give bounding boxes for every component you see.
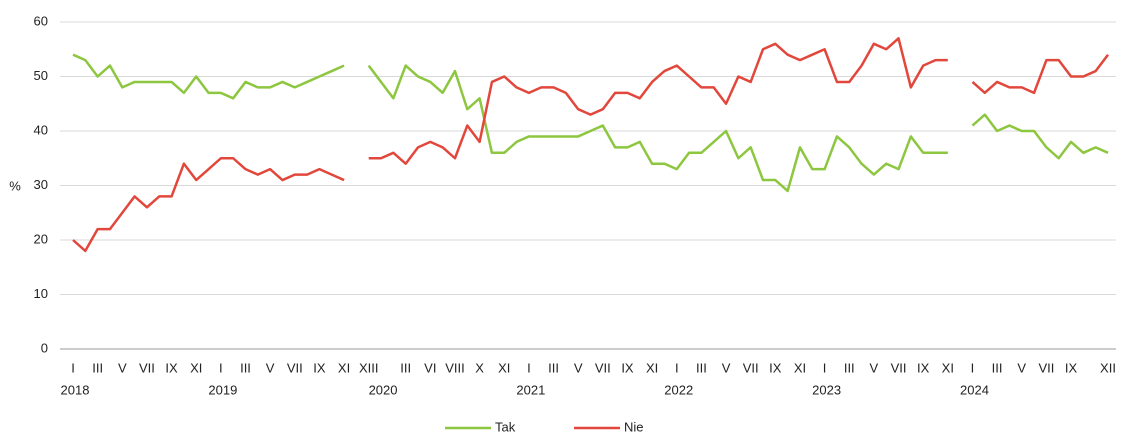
year-label: 2022 [664,382,693,397]
x-tick-label: I [675,360,679,375]
x-tick-label: IX [917,360,930,375]
x-tick-label: XII [1100,360,1116,375]
x-tick-label: IX [769,360,782,375]
x-tick-label: XI [338,360,350,375]
year-label: 2024 [960,382,989,397]
x-tick-label: XI [646,360,658,375]
x-tick-label: VII [595,360,611,375]
x-tick-label: VII [1038,360,1054,375]
x-tick-label: IX [165,360,178,375]
x-tick-label: III [992,360,1003,375]
x-tick-label: I [823,360,827,375]
x-tick-label: XI [794,360,806,375]
legend-label: Tak [495,419,516,434]
y-tick-label: 40 [34,122,48,137]
x-tick-label: IX [621,360,634,375]
x-tick-label: V [266,360,275,375]
y-tick-label: 30 [34,177,48,192]
y-tick-label: 60 [34,13,48,28]
x-tick-label: I [527,360,531,375]
x-tick-label: I [971,360,975,375]
x-tick-label: III [548,360,559,375]
x-tick-label: XI [942,360,954,375]
year-label: 2021 [516,382,545,397]
x-tick-label: I [219,360,223,375]
x-tick-label: V [118,360,127,375]
x-tick-label: VIII [445,360,465,375]
legend-label: Nie [624,419,644,434]
series-line [72,37,1109,253]
x-tick-label: V [1017,360,1026,375]
x-tick-label: V [870,360,879,375]
x-tick-label: III [844,360,855,375]
x-tick-label: VI [424,360,436,375]
x-tick-label: VII [891,360,907,375]
x-tick-label: V [722,360,731,375]
series-line [72,53,1109,193]
x-tick-label: VII [743,360,759,375]
x-tick-label: IX [1065,360,1078,375]
x-tick-label: XI [498,360,510,375]
x-tick-label: XI [190,360,202,375]
year-label: 2020 [369,382,398,397]
year-label: 2019 [208,382,237,397]
y-tick-label: 0 [41,340,48,355]
y-tick-label: 20 [34,231,48,246]
x-tick-label: III [400,360,411,375]
x-tick-label: V [574,360,583,375]
x-tick-label: III [240,360,251,375]
x-tick-label: III [92,360,103,375]
x-tick-label: X [475,360,484,375]
x-tick-label: VII [287,360,303,375]
year-label: 2023 [812,382,841,397]
x-tick-label: I [71,360,75,375]
y-axis-label: % [9,178,21,193]
x-tick-label: III [696,360,707,375]
x-tick-label: IX [313,360,326,375]
x-tick-label: VII [139,360,155,375]
y-tick-label: 50 [34,68,48,83]
year-label: 2018 [61,382,90,397]
x-tick-label: XIII [359,360,379,375]
y-tick-label: 10 [34,286,48,301]
